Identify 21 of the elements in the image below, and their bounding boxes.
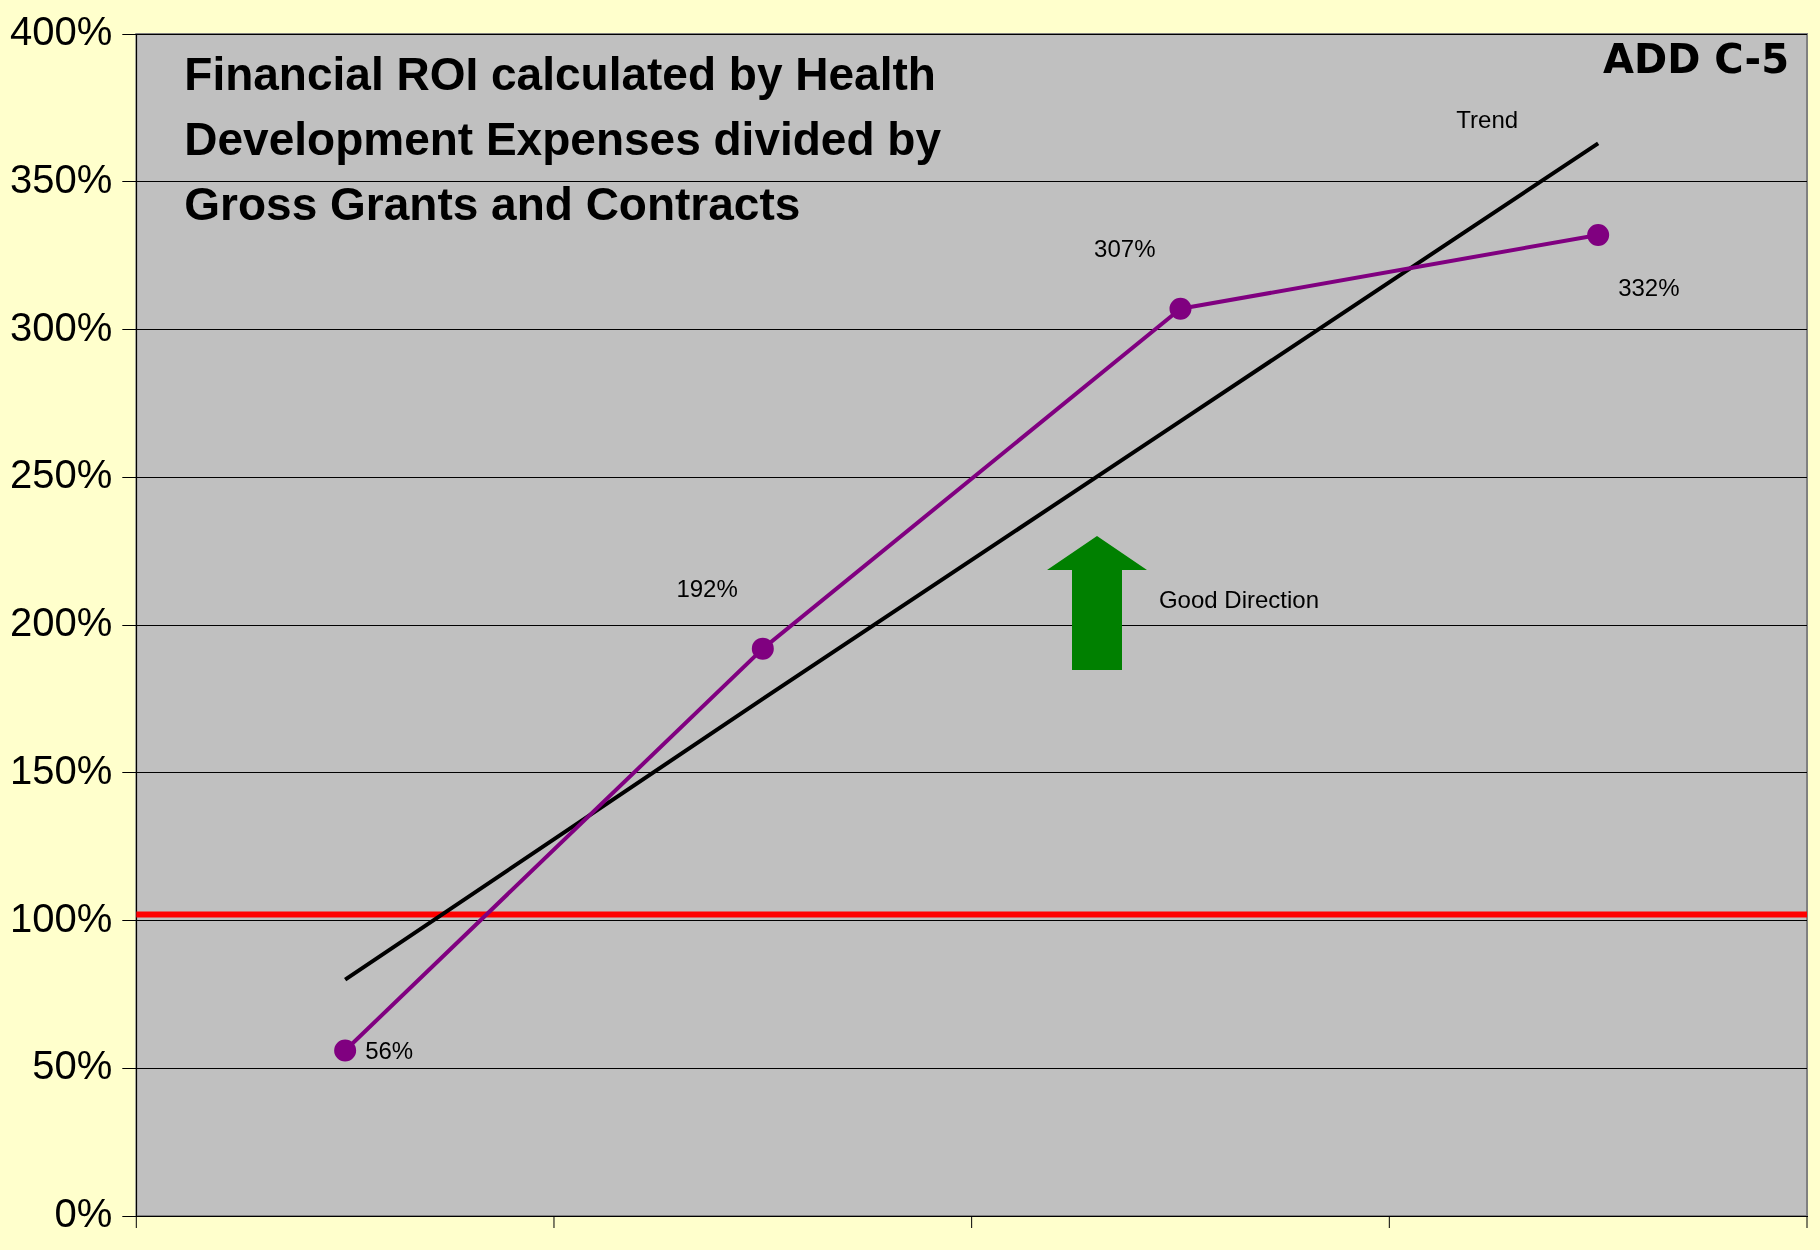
point <box>334 1039 357 1062</box>
text: Trend <box>1456 105 1519 133</box>
data-label: 56% <box>365 1037 414 1065</box>
y-tick-label: 150% <box>9 747 113 792</box>
data-label: 332% <box>1618 273 1680 301</box>
text: Financial ROI calculated by Health Development Expenses divided by Gross Grants and Contracts <box>184 47 942 230</box>
y-tick-label: 300% <box>9 304 113 349</box>
y-tick-label: 0% <box>54 1191 113 1236</box>
annotation: Good Direction <box>1158 586 1320 615</box>
annotation: ADD C-5 <box>1603 36 1789 82</box>
data-label: 307% <box>1094 235 1156 263</box>
point <box>1169 297 1192 320</box>
y-tick-label: 350% <box>9 156 113 201</box>
data-label: 192% <box>676 575 738 603</box>
point <box>1587 223 1610 246</box>
y-tick-label: 200% <box>9 600 113 645</box>
y-tick-label: 100% <box>9 895 113 940</box>
y-tick-label: 400% <box>9 9 113 54</box>
y-tick-label: 50% <box>32 1043 113 1088</box>
point <box>751 637 774 660</box>
y-tick-label: 250% <box>9 452 113 497</box>
